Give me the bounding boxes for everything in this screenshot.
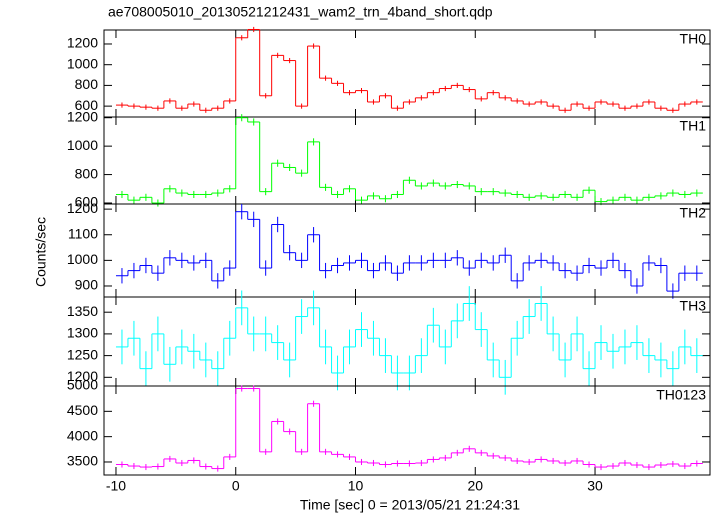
panel-frame	[103, 203, 711, 298]
y-tick-label: 1200	[67, 35, 98, 51]
y-axis-label: Counts/sec	[33, 217, 49, 287]
panel-label: TH3	[680, 298, 707, 314]
y-tick-label: 4000	[67, 427, 98, 443]
y-tick-label: 800	[75, 76, 99, 92]
y-tick-label: 1200	[67, 108, 98, 124]
y-tick-label: 1000	[67, 55, 98, 71]
chart-title: ae708005010_20130521212431_wam2_trn_4ban…	[108, 4, 493, 20]
y-tick-label: 1200	[67, 368, 98, 384]
x-tick-label: 0	[232, 478, 240, 494]
panel-label: TH0123	[656, 387, 706, 403]
panel-label: TH0	[680, 31, 707, 47]
y-tick-label: 1250	[67, 346, 98, 362]
y-tick-label: 3500	[67, 453, 98, 469]
y-tick-label: 1200	[67, 200, 98, 216]
panel-label: TH1	[680, 118, 707, 134]
y-tick-label: 1000	[67, 251, 98, 267]
y-tick-label: 1000	[67, 137, 98, 153]
panel-label: TH2	[680, 205, 707, 221]
x-tick-label: 20	[467, 478, 483, 494]
x-tick-label: 30	[587, 478, 603, 494]
x-axis-label: Time [sec] 0 = 2013/05/21 21:24:31	[300, 497, 520, 513]
x-tick-label: -10	[106, 478, 126, 494]
y-tick-label: 1300	[67, 325, 98, 341]
y-tick-label: 4500	[67, 402, 98, 418]
y-tick-label: 600	[75, 194, 99, 210]
panel-frame	[103, 385, 711, 476]
y-tick-label: 600	[75, 97, 99, 113]
y-tick-label: 1350	[67, 303, 98, 319]
panel-frame	[103, 116, 711, 205]
y-tick-label: 900	[75, 277, 99, 293]
y-tick-label: 1100	[68, 225, 98, 241]
y-tick-label: 5000	[67, 377, 98, 393]
y-tick-label: 800	[75, 165, 99, 181]
x-tick-label: 10	[348, 478, 364, 494]
